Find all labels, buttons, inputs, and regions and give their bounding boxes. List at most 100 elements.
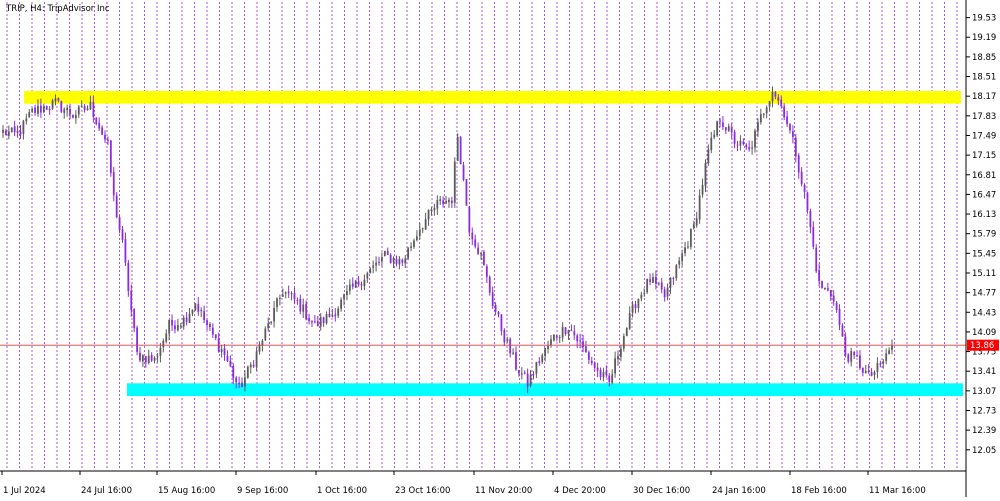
candle-body bbox=[876, 362, 879, 372]
candle-body bbox=[31, 108, 34, 112]
candle-body bbox=[558, 337, 561, 339]
candle-body bbox=[211, 327, 214, 335]
candle-body bbox=[500, 314, 503, 331]
candle-body bbox=[255, 351, 258, 367]
price-tick-label: 18.85 bbox=[972, 53, 996, 63]
candle-body bbox=[72, 114, 74, 118]
time-tick-label: 24 Jan 16:00 bbox=[712, 486, 766, 496]
price-tick-label: 13.75 bbox=[972, 348, 996, 358]
candle-body bbox=[331, 314, 334, 317]
candle-body bbox=[147, 355, 150, 363]
candle-body bbox=[794, 137, 797, 157]
candle-body bbox=[159, 347, 162, 357]
candle-body bbox=[334, 314, 337, 317]
candle-body bbox=[92, 101, 95, 117]
candle-body bbox=[351, 283, 354, 287]
candle-body bbox=[433, 207, 436, 211]
candle-body bbox=[736, 144, 739, 146]
candle-body bbox=[74, 114, 77, 119]
candle-body bbox=[777, 97, 780, 101]
candle-body bbox=[130, 290, 133, 311]
candle-body bbox=[22, 120, 25, 135]
candle-body bbox=[821, 281, 823, 289]
candle-body bbox=[142, 355, 144, 362]
candle-body bbox=[54, 98, 57, 102]
candle-body bbox=[818, 270, 821, 282]
candle-body bbox=[220, 349, 223, 353]
candle-body bbox=[488, 276, 491, 293]
candle-body bbox=[809, 210, 812, 228]
price-axis: 19.53 19.19 18.85 18.51 18.17 17.83 17.49 17.15… bbox=[965, 0, 999, 497]
candle-body bbox=[226, 355, 229, 362]
candle-body bbox=[713, 134, 716, 138]
candle-body bbox=[284, 292, 287, 294]
candle-body bbox=[727, 126, 730, 132]
candle-body bbox=[206, 320, 208, 326]
candle-body bbox=[494, 304, 497, 312]
candle-body bbox=[587, 352, 590, 360]
candle-body bbox=[185, 317, 188, 322]
candle-body bbox=[745, 144, 748, 148]
candle-body bbox=[209, 324, 211, 327]
candle-body bbox=[191, 309, 194, 314]
candle-body bbox=[532, 374, 535, 376]
candle-body bbox=[882, 361, 885, 364]
zones-layer bbox=[24, 90, 963, 397]
candle-body bbox=[7, 131, 10, 136]
price-tick-label: 13.07 bbox=[972, 387, 996, 397]
price-tick-label: 19.53 bbox=[972, 14, 996, 24]
candle-body bbox=[660, 282, 663, 290]
candle-body bbox=[459, 136, 462, 165]
candle-body bbox=[844, 336, 847, 356]
time-axis: 1 Jul 2024 24 Jul 16:00 15 Aug 16:00 9 Sep … bbox=[0, 470, 966, 496]
candle-body bbox=[859, 355, 861, 368]
price-tick-label: 19.19 bbox=[972, 33, 996, 43]
candle-body bbox=[622, 336, 625, 349]
candle-body bbox=[401, 259, 404, 263]
time-tick-label: 4 Dec 20:00 bbox=[554, 486, 606, 496]
price-tick-label: 17.83 bbox=[972, 112, 996, 122]
candle-body bbox=[214, 334, 217, 339]
candle-body bbox=[567, 330, 570, 334]
candle-body bbox=[590, 360, 593, 364]
candle-body bbox=[573, 331, 576, 336]
candle-body bbox=[398, 258, 401, 265]
candle-body bbox=[465, 179, 468, 206]
candle-body bbox=[366, 273, 369, 279]
price-tick-label: 17.49 bbox=[972, 131, 996, 141]
candle-body bbox=[754, 130, 756, 148]
candle-body bbox=[826, 288, 829, 291]
candle-body bbox=[281, 294, 284, 297]
candle-body bbox=[847, 354, 850, 362]
candle-body bbox=[410, 246, 412, 248]
candle-body bbox=[305, 304, 308, 320]
candle-body bbox=[302, 304, 305, 312]
price-tick-label: 12.05 bbox=[972, 446, 996, 456]
candle-body bbox=[121, 229, 124, 240]
price-tick-label: 18.51 bbox=[972, 73, 996, 83]
candle-body bbox=[652, 277, 654, 284]
candle-body bbox=[797, 155, 800, 173]
candle-body bbox=[95, 117, 98, 124]
candle-body bbox=[748, 147, 751, 150]
candle-body bbox=[870, 372, 873, 376]
candle-body bbox=[273, 307, 275, 322]
candle-body bbox=[115, 195, 118, 218]
candle-body bbox=[389, 254, 392, 263]
candle-body bbox=[646, 278, 649, 293]
candle-body bbox=[445, 201, 447, 204]
candle-body bbox=[293, 292, 296, 300]
candle-body bbox=[506, 339, 509, 342]
candle-body bbox=[704, 163, 707, 186]
candle-body bbox=[637, 298, 640, 309]
candle-body bbox=[39, 105, 42, 113]
candle-body bbox=[450, 200, 453, 204]
candle-body bbox=[299, 298, 302, 312]
candle-body bbox=[564, 327, 567, 334]
candle-body bbox=[427, 209, 430, 220]
candle-body bbox=[28, 112, 31, 118]
candle-body bbox=[666, 287, 669, 297]
candle-body bbox=[51, 100, 54, 109]
